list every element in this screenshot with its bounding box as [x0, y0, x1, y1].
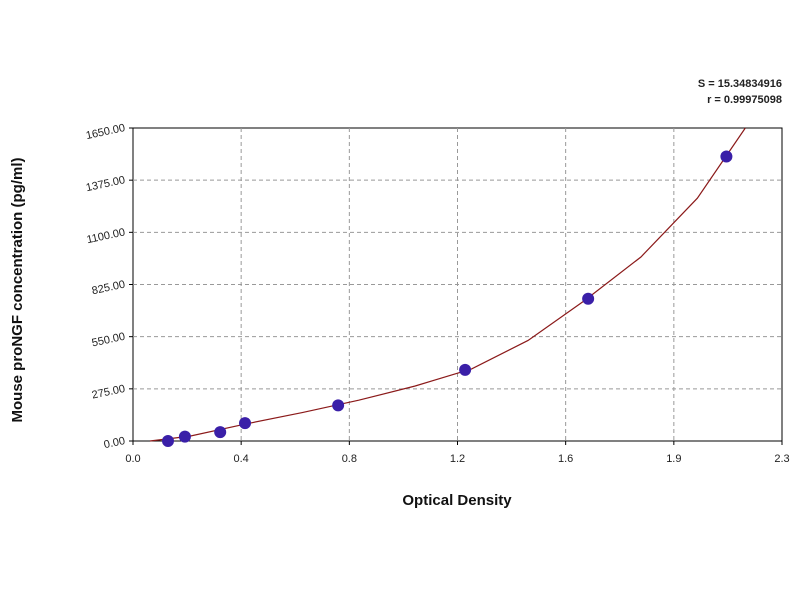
x-tick-label: 0.8	[342, 453, 357, 465]
data-point	[720, 150, 733, 163]
x-tick-label: 1.9	[666, 453, 681, 465]
annotation: r = 0.99975098	[707, 94, 782, 106]
data-point	[459, 363, 472, 376]
x-axis-title: Optical Density	[402, 492, 512, 509]
x-tick-label: 0.4	[234, 453, 249, 465]
x-tick-label: 2.3	[774, 453, 789, 465]
y-tick-label: 550.00	[91, 331, 126, 350]
data-point	[178, 430, 191, 443]
data-point	[582, 292, 595, 305]
y-axis-title: Mouse proNGF concentration (pg/ml)	[9, 157, 26, 422]
fit-curve	[149, 127, 746, 442]
data-point	[214, 426, 227, 439]
x-tick-label: 1.2	[450, 453, 465, 465]
y-tick-label: 275.00	[91, 383, 126, 402]
annotation: S = 15.34834916	[698, 78, 782, 90]
y-tick-label: 1100.00	[86, 226, 127, 246]
y-tick-label: 0.00	[103, 435, 126, 451]
y-tick-label: 1650.00	[85, 122, 126, 142]
x-tick-label: 1.6	[558, 453, 573, 465]
data-point	[332, 399, 345, 412]
x-tick-label: 0.0	[125, 453, 140, 465]
y-tick-label: 1375.00	[85, 174, 126, 194]
data-point	[161, 435, 174, 447]
data-point	[239, 417, 252, 430]
y-tick-label: 825.00	[91, 279, 126, 298]
